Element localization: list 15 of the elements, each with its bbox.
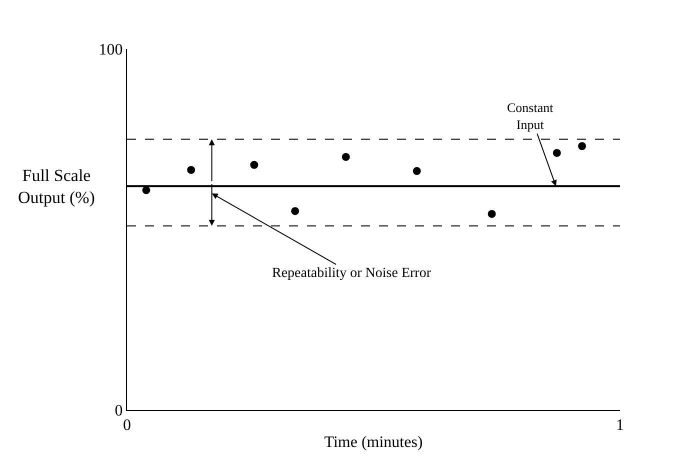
point (488, 210, 496, 218)
point (142, 186, 150, 194)
point (552, 148, 561, 157)
annotation: Constant Input (507, 100, 554, 132)
annotation: Repeatability or Noise Error (272, 266, 432, 281)
point (578, 142, 586, 150)
point (250, 160, 258, 169)
point (291, 207, 300, 216)
point (412, 167, 421, 176)
point (187, 166, 196, 174)
y-axis-title: Full Scale Output (%) (18, 166, 95, 208)
x-axis-title: Time (minutes) (324, 434, 423, 451)
point (342, 152, 350, 161)
y-tick-label: 100 (98, 42, 123, 59)
x-tick-label: 1 (616, 417, 624, 434)
